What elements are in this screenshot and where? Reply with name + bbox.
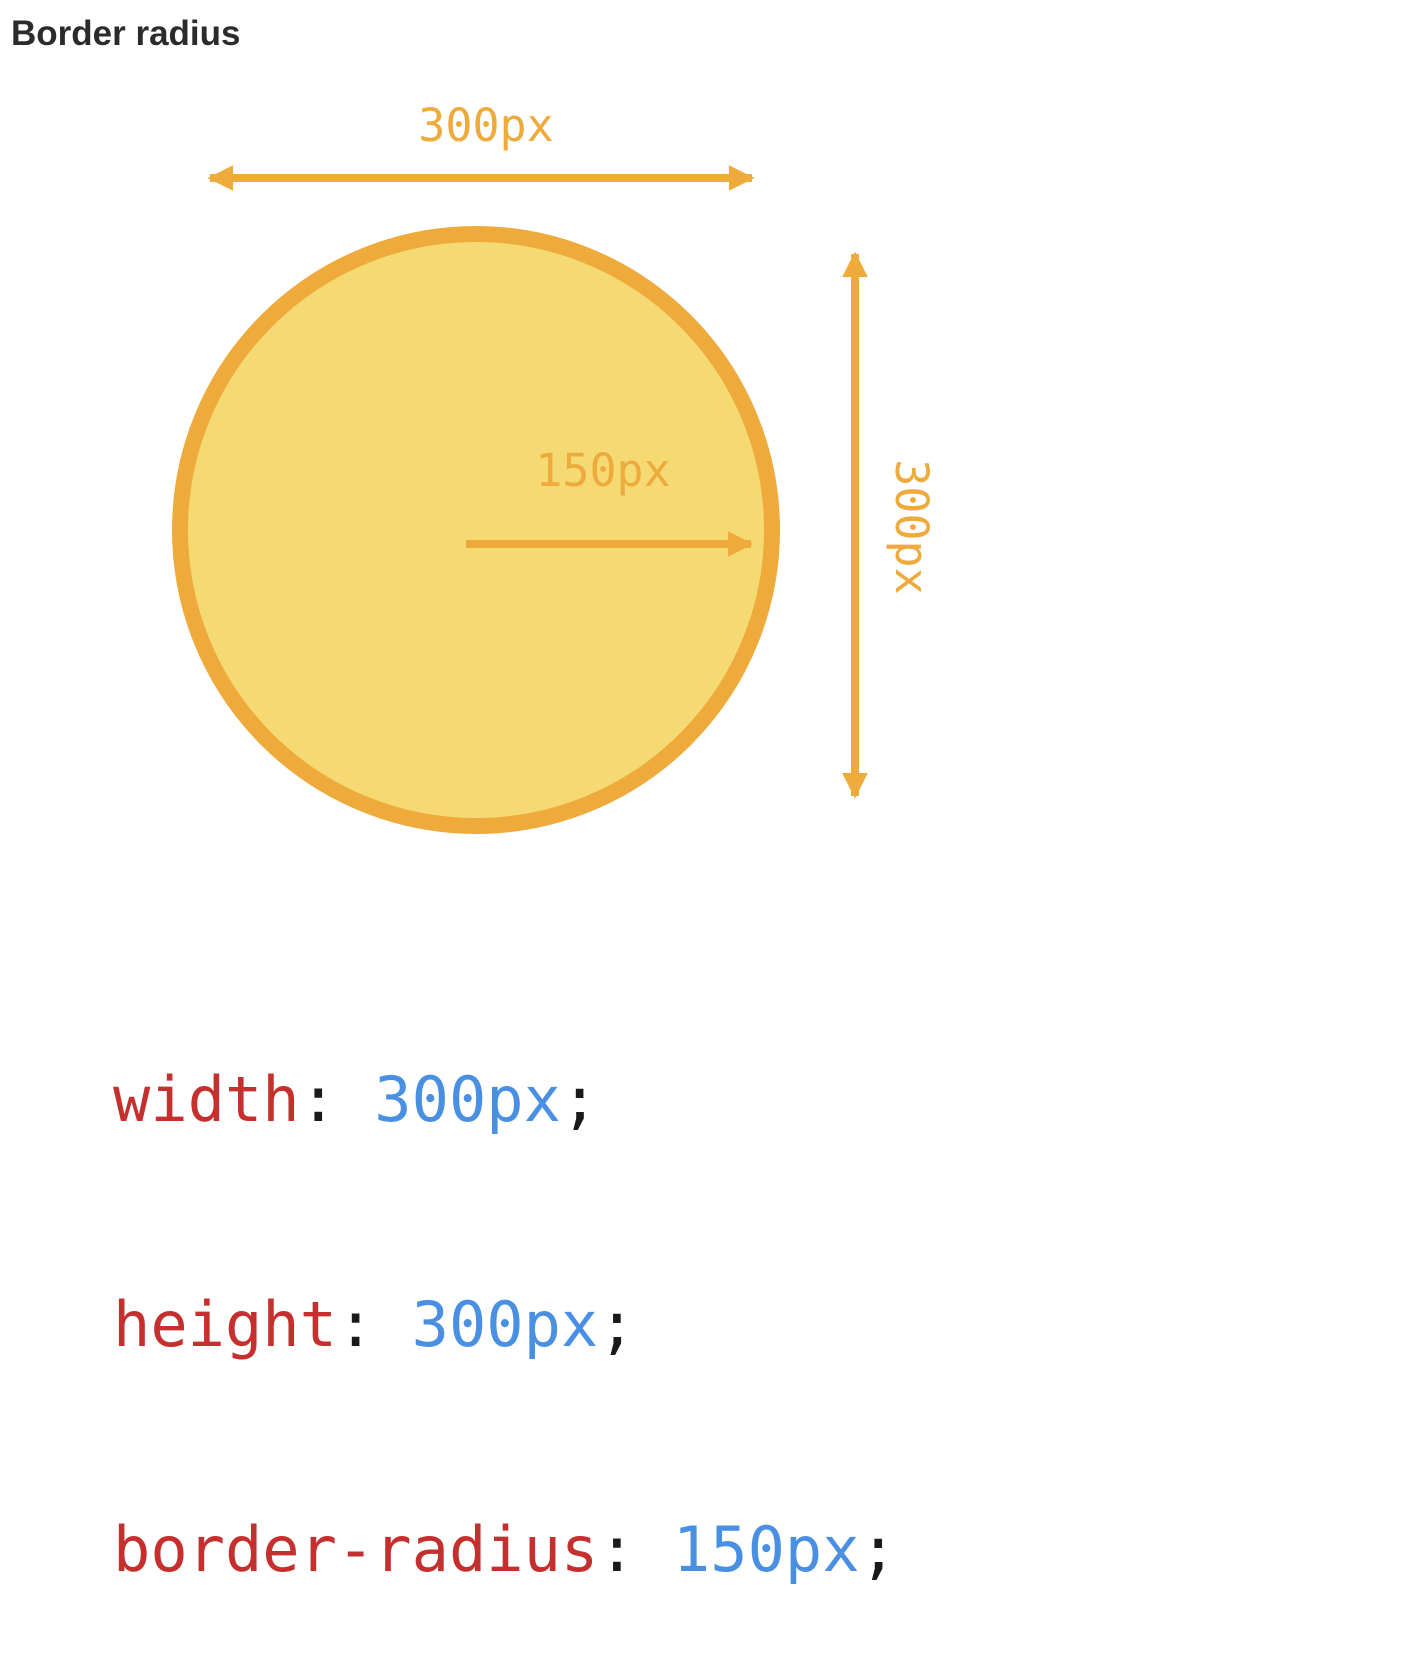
css-value: 300px	[374, 1063, 561, 1136]
css-semicolon: ;	[560, 1063, 599, 1136]
css-code-block: width: 300px; height: 300px; border-radi…	[113, 912, 897, 1662]
css-property: width	[113, 1063, 300, 1136]
border-radius-diagram: 300px 150px 300px	[172, 99, 938, 834]
css-property: height	[113, 1288, 337, 1361]
page-title: Border radius	[11, 14, 241, 53]
height-dimension-label: 300px	[885, 459, 938, 594]
css-colon: :	[336, 1288, 412, 1361]
code-line-height: height: 300px;	[113, 1287, 897, 1362]
css-value: 150px	[672, 1513, 860, 1586]
width-dimension-label: 300px	[418, 99, 553, 152]
radius-dimension-label: 150px	[535, 444, 670, 497]
css-semicolon: ;	[598, 1288, 636, 1361]
code-line-width: width: 300px;	[113, 1062, 897, 1137]
css-colon: :	[299, 1063, 375, 1136]
css-value: 300px	[411, 1288, 599, 1361]
code-line-border-radius: border-radius: 150px;	[113, 1512, 897, 1587]
css-colon: :	[598, 1513, 673, 1586]
css-semicolon: ;	[859, 1513, 897, 1586]
css-property: border-radius	[113, 1513, 599, 1586]
rounded-box-circle	[172, 226, 780, 834]
